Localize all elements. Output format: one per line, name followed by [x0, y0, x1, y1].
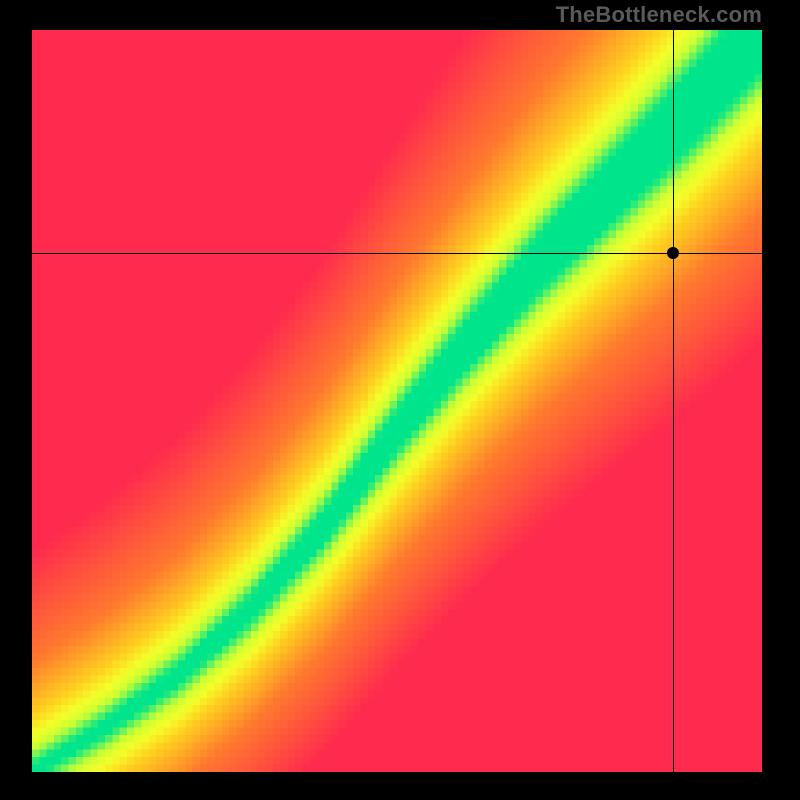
bottleneck-heatmap [32, 30, 762, 772]
chart-frame: { "watermark": { "text": "TheBottleneck.… [0, 0, 800, 800]
watermark-text: TheBottleneck.com [556, 2, 762, 28]
crosshair-horizontal [32, 253, 762, 254]
selected-point-marker [667, 247, 679, 259]
crosshair-vertical [673, 30, 674, 772]
